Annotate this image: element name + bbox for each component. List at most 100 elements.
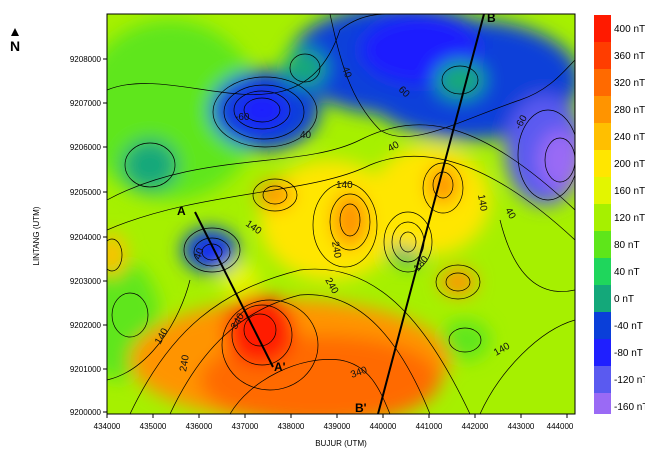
contour-line [223,84,305,140]
north-arrow-icon: N [10,28,20,54]
legend-swatch [594,339,611,366]
x-tick: 436000 [186,414,213,431]
contour-line [231,304,293,366]
legend-label: 80 nT [614,240,640,251]
legend-item: -80 nT [594,339,643,366]
legend-swatch [594,204,611,231]
legend-item: 0 nT [594,285,634,312]
y-tick: 9201000 [70,365,107,374]
legend-label: 320 nT [614,78,645,89]
legend-label: 360 nT [614,51,645,62]
legend-label: 160 nT [614,186,645,197]
legend-label: 120 nT [614,213,645,224]
y-tick: 9208000 [70,55,107,64]
contour-line [107,238,123,272]
zone-teal-w [122,139,178,191]
contour-line [479,319,575,414]
x-tick-label: 436000 [186,422,213,431]
contour-line [499,219,575,292]
x-tick: 440000 [370,414,397,431]
x-tick: 437000 [232,414,259,431]
x-tick-label: 444000 [547,422,574,431]
legend-swatch [594,177,611,204]
y-tick: 9200000 [70,408,107,417]
legend-swatch [594,15,611,42]
legend-item: -160 nT [594,393,645,414]
legend-item: 80 nT [594,231,640,258]
x-tick: 443000 [508,414,535,431]
x-tick-label: 435000 [140,422,167,431]
x-tick: 434000 [94,414,121,431]
zone-mid-east [370,145,490,255]
contour-line [233,90,291,130]
legend-item: 160 nT [594,177,645,204]
contour-line [329,14,575,137]
contour-line [399,231,417,253]
legend-label: 400 nT [614,24,645,35]
contour-line [107,155,575,241]
y-tick-label: 9203000 [70,277,102,286]
legend-label: 200 nT [614,159,645,170]
legend-label: -80 nT [614,348,643,359]
legend-item: -120 nT [594,366,645,393]
x-axis: 434000 435000 436000 437000 438000 43900… [94,414,574,448]
contour-line [107,14,391,95]
y-tick-label: 9201000 [70,365,102,374]
legend-item: 40 nT [594,258,640,285]
legend-swatch [594,96,611,123]
x-tick-label: 443000 [508,422,535,431]
y-tick-label: 9200000 [70,408,102,417]
legend-swatch [594,123,611,150]
zone-peak-center [332,192,368,248]
legend-item: 400 nT [594,15,645,42]
y-tick: 9204000 [70,233,107,242]
contour-line [339,203,361,237]
contour-line [544,137,575,183]
legend-swatch [594,231,611,258]
legend-item: 280 nT [594,96,645,123]
profile-line-b [377,14,485,414]
legend-label: -120 nT [614,375,645,386]
contour-label: 40 [192,246,206,261]
x-tick-label: 440000 [370,422,397,431]
legend-swatch [594,150,611,177]
legend-swatch [594,366,611,393]
y-tick-label: 9207000 [70,99,102,108]
legend: 400 nT 360 nT 320 nT 280 nT 240 nT 200 n… [594,15,645,414]
zone-green-se [440,320,490,360]
x-tick: 435000 [140,414,167,431]
x-tick: 439000 [324,414,351,431]
legend-swatch [594,258,611,285]
y-tick: 9207000 [70,99,107,108]
contour-line [193,237,231,267]
profile-lines [194,14,485,414]
legend-swatch [594,69,611,96]
zone-yellow-w [220,262,260,298]
contour-label: 40 [502,206,517,222]
y-axis-title: LINTANG (UTM) [32,206,41,265]
zone-peak-e [427,165,459,205]
legend-label: 40 nT [614,267,640,278]
legend-swatch [594,285,611,312]
legend-swatch [594,312,611,339]
x-tick: 438000 [278,414,305,431]
legend-item: 120 nT [594,204,645,231]
x-tick: 441000 [416,414,443,431]
legend-swatch [594,393,611,414]
contour-line [517,109,575,201]
y-tick-label: 9208000 [70,55,102,64]
contour-line [435,264,481,300]
contour-label: 240 [329,241,343,260]
contour-line [124,142,176,188]
x-tick-label: 437000 [232,422,259,431]
contour-line [169,294,431,414]
contour-line [445,272,471,292]
contour-label: 40 [300,130,312,141]
contour-line [329,193,371,251]
contour-line [107,279,191,381]
y-tick: 9205000 [70,188,107,197]
legend-item: 320 nT [594,69,645,96]
x-tick-label: 438000 [278,422,305,431]
contour-line [229,359,391,414]
